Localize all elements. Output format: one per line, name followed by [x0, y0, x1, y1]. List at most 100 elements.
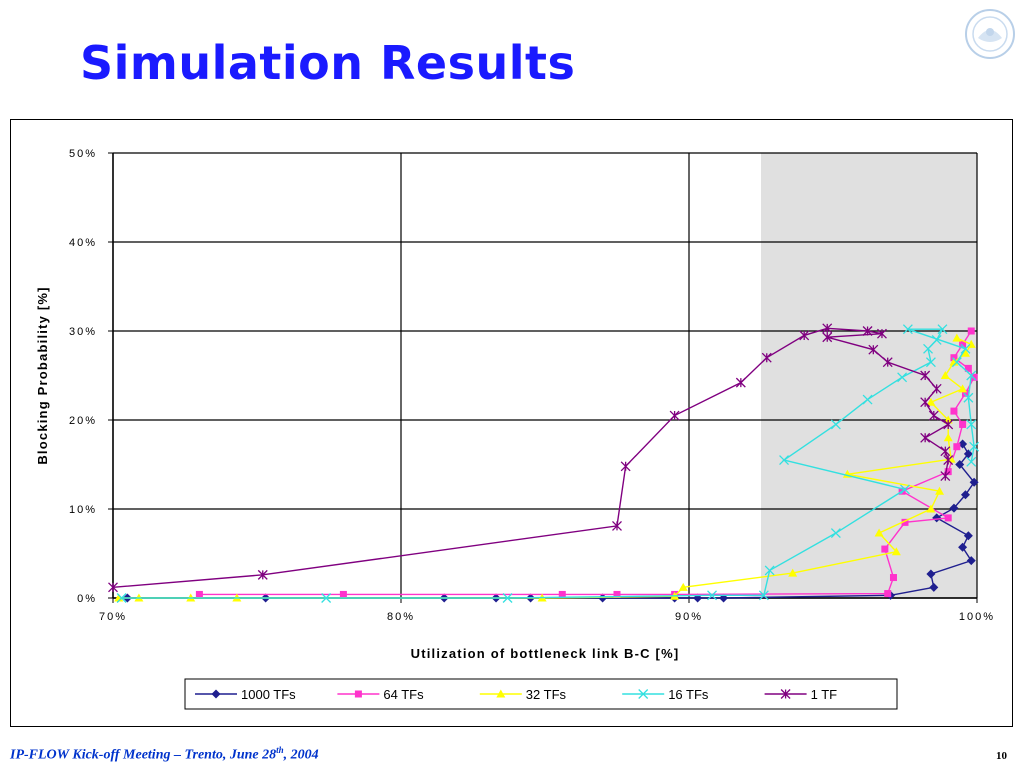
data-point-1-tf [761, 352, 772, 363]
data-point-1000-tfs [963, 531, 973, 541]
data-point-1-tf [943, 419, 954, 430]
data-point-1-tf [620, 461, 631, 472]
data-point-1000-tfs [958, 439, 968, 449]
data-point-1-tf [940, 471, 951, 482]
data-point-16-tfs [966, 419, 977, 430]
data-point-32-tfs [891, 547, 901, 556]
data-point-64-tfs [944, 514, 952, 522]
data-point-16-tfs [951, 357, 962, 368]
data-point-32-tfs [788, 568, 798, 577]
data-point-1-tf [920, 432, 931, 443]
footer-superscript: th [276, 745, 284, 755]
data-point-1000-tfs [929, 582, 939, 592]
data-point-16-tfs [779, 455, 789, 466]
data-point-1000-tfs [932, 513, 942, 523]
y-tick-label: 10% [69, 504, 97, 516]
legend-marker-32-tfs [496, 689, 506, 698]
data-point-1000-tfs [926, 569, 936, 579]
data-point-16-tfs [758, 590, 769, 601]
data-point-64-tfs [959, 340, 967, 348]
data-point-16-tfs [502, 593, 513, 603]
data-point-64-tfs [881, 545, 889, 553]
data-point-1-tf [931, 383, 942, 394]
data-point-32-tfs [874, 528, 884, 537]
legend-label-64-tfs: 64 TFs [383, 687, 424, 702]
data-point-16-tfs [900, 484, 910, 495]
data-point-64-tfs [953, 443, 961, 451]
data-point-32-tfs [958, 384, 968, 393]
data-point-1-tf [920, 370, 931, 381]
legend-marker-16-tfs [638, 689, 649, 699]
y-tick-label: 0% [77, 593, 97, 605]
data-point-64-tfs [889, 574, 897, 582]
data-point-16-tfs [937, 324, 948, 335]
y-axis-title: Blocking Probability [%] [35, 286, 50, 464]
data-point-1-tf [862, 326, 873, 336]
data-point-16-tfs [116, 593, 127, 603]
data-point-32-tfs [926, 397, 936, 406]
data-point-64-tfs [339, 590, 347, 598]
data-point-16-tfs [925, 357, 936, 368]
data-point-32-tfs [935, 486, 945, 495]
university-seal-icon [965, 9, 1015, 59]
data-point-32-tfs [943, 433, 953, 442]
data-point-1000-tfs [960, 490, 970, 500]
data-point-32-tfs [926, 504, 936, 513]
data-point-64-tfs [967, 327, 975, 335]
data-point-16-tfs [897, 372, 908, 383]
data-point-64-tfs [964, 364, 972, 372]
y-tick-label: 50% [69, 148, 97, 160]
data-point-32-tfs [960, 348, 970, 357]
data-point-1-tf [920, 397, 931, 408]
data-point-64-tfs [613, 590, 621, 598]
y-tick-label: 20% [69, 415, 97, 427]
series-line-16-tfs [121, 328, 975, 599]
data-point-16-tfs [963, 392, 974, 403]
data-point-64-tfs [558, 590, 566, 598]
data-point-1-tf [943, 455, 954, 466]
data-point-1-tf [822, 332, 833, 343]
x-tick-label: 100% [959, 611, 995, 623]
legend-marker-1-tf [780, 689, 791, 699]
data-point-32-tfs [940, 371, 950, 379]
data-point-1-tf [822, 323, 833, 334]
x-axis-title: Utilization of bottleneck link B-C [%] [411, 646, 680, 661]
data-point-1-tf [928, 410, 939, 421]
data-point-64-tfs [901, 518, 909, 526]
data-point-1000-tfs [598, 593, 608, 603]
data-point-16-tfs [830, 528, 841, 538]
legend-label-1000-tfs: 1000 TFs [241, 687, 296, 702]
legend-box [184, 678, 898, 710]
footer-main-text: IP-FLOW Kick-off Meeting – Trento, June … [10, 747, 277, 763]
x-tick-label: 80% [387, 611, 415, 623]
data-point-64-tfs [961, 389, 969, 397]
y-tick-label: 30% [69, 326, 97, 338]
data-point-64-tfs [195, 590, 203, 598]
data-point-16-tfs [862, 394, 873, 405]
data-point-1-tf [877, 328, 887, 339]
data-point-1-tf [257, 569, 268, 580]
data-point-1-tf [940, 446, 951, 457]
data-point-16-tfs [902, 324, 913, 335]
x-tick-label: 90% [675, 611, 703, 623]
footer-meeting-info: IP-FLOW Kick-off Meeting – Trento, June … [10, 745, 319, 764]
legend-marker-1000-tfs [211, 689, 221, 699]
data-point-16-tfs [960, 343, 971, 354]
data-point-16-tfs [966, 456, 977, 467]
data-point-1-tf [799, 330, 810, 341]
data-point-64-tfs [970, 373, 978, 381]
data-point-64-tfs [944, 468, 952, 476]
data-point-1-tf [868, 344, 879, 355]
data-point-16-tfs [969, 441, 980, 452]
data-point-64-tfs [884, 590, 892, 598]
data-point-16-tfs [931, 334, 942, 345]
data-point-16-tfs [830, 419, 841, 430]
data-point-1-tf [669, 410, 680, 421]
data-point-1-tf [612, 520, 622, 531]
data-point-1000-tfs [958, 542, 968, 552]
data-point-1-tf [882, 357, 893, 368]
page-number: 10 [996, 750, 1007, 762]
slide-title: Simulation Results [80, 36, 576, 90]
shaded-region [761, 153, 977, 598]
footer-tail-text: , 2004 [283, 747, 319, 763]
